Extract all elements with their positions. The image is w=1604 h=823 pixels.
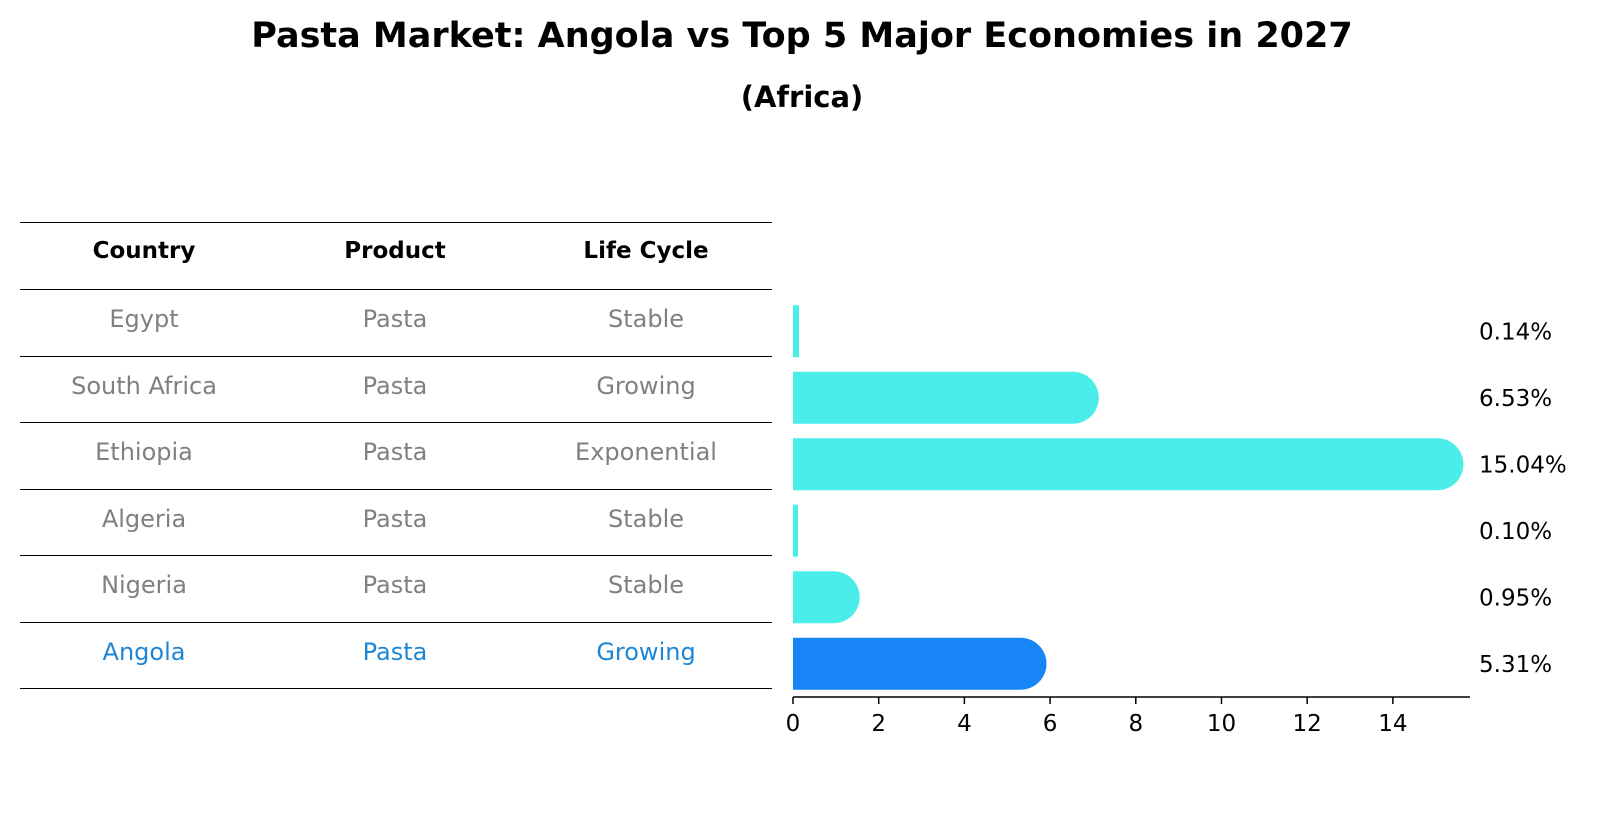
bar-nigeria [793, 571, 860, 624]
bar-ethiopia [793, 438, 1464, 491]
bar-angola [793, 637, 1047, 690]
table-cell: Growing [596, 637, 696, 666]
table-cell: Pasta [362, 438, 428, 466]
chart-subtitle: (Africa) [740, 80, 864, 114]
table-header-product: Product [344, 238, 446, 264]
bar-south-africa [793, 371, 1099, 424]
table-cell: Pasta [362, 504, 428, 533]
x-tick-label: 12 [1293, 711, 1322, 737]
table-top-rule [20, 222, 772, 223]
table-cell: Algeria [101, 504, 187, 533]
table-cell: Growing [596, 371, 696, 400]
table-row-rule [20, 555, 772, 556]
table-cell: Angola [102, 637, 186, 666]
value-label: 5.31% [1479, 652, 1552, 678]
table-header-life-cycle: Life Cycle [583, 238, 709, 264]
table-cell: Stable [607, 571, 685, 599]
table-row-rule [20, 355, 772, 357]
table-cell: Pasta [362, 305, 428, 333]
x-tick-label: 0 [786, 711, 801, 737]
value-label: 0.14% [1479, 319, 1552, 345]
value-label: 0.95% [1479, 585, 1552, 611]
table-header-rule [20, 289, 772, 290]
table-row-rule [20, 688, 772, 689]
value-label: 15.04% [1479, 452, 1567, 478]
chart-title: Pasta Market: Angola vs Top 5 Major Econ… [251, 16, 1353, 56]
table-cell: Pasta [362, 571, 428, 599]
table-cell: Stable [607, 305, 685, 333]
table-cell: Exponential [575, 438, 717, 466]
x-tick-label: 4 [957, 711, 972, 737]
table-cell: Egypt [109, 305, 179, 333]
table-row-rule [20, 621, 772, 623]
table-cell: Nigeria [101, 571, 187, 599]
value-label: 6.53% [1479, 386, 1552, 412]
table-cell: Pasta [362, 371, 428, 400]
x-tick-label: 6 [1043, 711, 1058, 737]
table-row-rule [20, 422, 772, 423]
table-cell: Ethiopia [95, 438, 193, 466]
x-tick-label: 10 [1207, 711, 1236, 737]
table-cell: Stable [607, 504, 685, 533]
value-label: 0.10% [1479, 519, 1552, 545]
bar-egypt [793, 305, 799, 358]
x-tick-label: 8 [1128, 711, 1143, 737]
bar-algeria [793, 504, 798, 557]
x-tick-label: 2 [871, 711, 886, 737]
x-tick-label: 14 [1378, 711, 1407, 737]
table-row-rule [20, 488, 772, 490]
table-header-country: Country [92, 238, 196, 264]
table-cell: Pasta [362, 637, 428, 666]
table-cell: South Africa [71, 371, 217, 400]
